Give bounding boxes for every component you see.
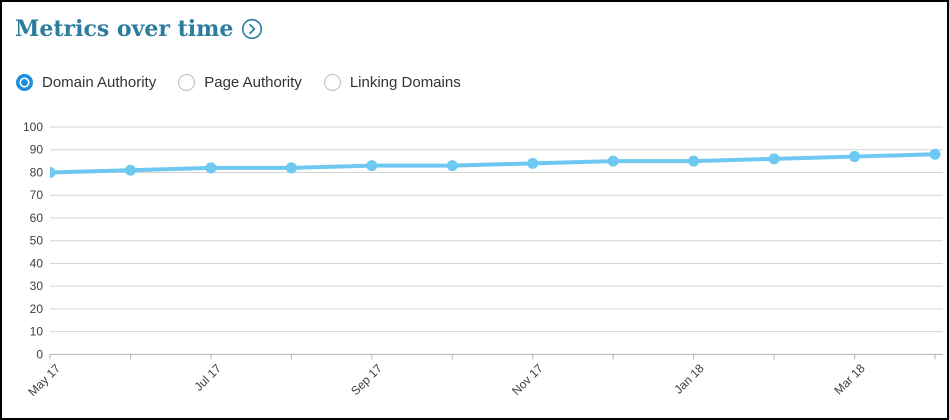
svg-text:50: 50 — [30, 234, 44, 248]
panel-header: Metrics over time — [15, 16, 263, 42]
svg-text:80: 80 — [30, 165, 44, 179]
svg-text:90: 90 — [30, 143, 44, 157]
svg-text:Mar 18: Mar 18 — [831, 361, 868, 398]
svg-text:Jul 17: Jul 17 — [191, 361, 224, 394]
radio-linking-domains[interactable]: Linking Domains — [323, 74, 461, 91]
svg-text:70: 70 — [30, 188, 44, 202]
svg-text:10: 10 — [30, 325, 44, 339]
page-title: Metrics over time — [15, 16, 234, 42]
svg-text:60: 60 — [30, 211, 44, 225]
svg-text:May 17: May 17 — [25, 361, 63, 399]
svg-text:Sep 17: Sep 17 — [348, 361, 385, 398]
radio-selected-icon — [16, 74, 33, 91]
metric-radio-group: Domain Authority Page Authority Linking … — [16, 74, 461, 91]
radio-label: Linking Domains — [349, 74, 461, 91]
svg-text:20: 20 — [30, 302, 44, 316]
svg-text:100: 100 — [23, 120, 43, 134]
radio-label: Page Authority — [204, 74, 302, 91]
svg-text:Jan 18: Jan 18 — [671, 361, 707, 397]
radio-unselected-icon — [323, 74, 341, 91]
svg-text:30: 30 — [30, 279, 44, 293]
chevron-right-circle-icon[interactable] — [241, 18, 263, 40]
radio-page-authority[interactable]: Page Authority — [178, 74, 302, 91]
svg-text:40: 40 — [30, 256, 44, 270]
radio-domain-authority[interactable]: Domain Authority — [16, 74, 156, 91]
svg-text:0: 0 — [36, 347, 43, 361]
svg-text:Nov 17: Nov 17 — [509, 361, 546, 398]
radio-unselected-icon — [178, 74, 196, 91]
radio-label: Domain Authority — [42, 74, 157, 91]
